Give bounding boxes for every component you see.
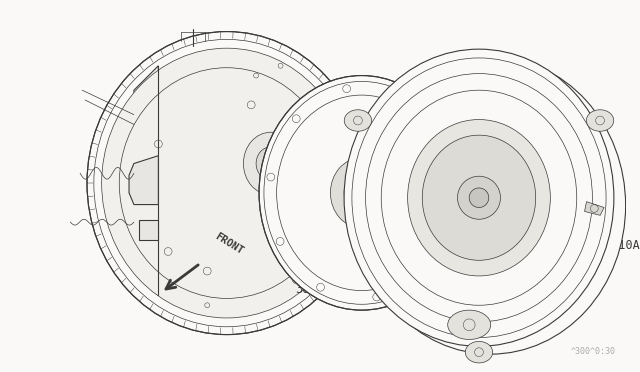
Text: ^300^0:30: ^300^0:30: [571, 347, 616, 356]
Text: FRONT: FRONT: [213, 231, 245, 256]
Polygon shape: [139, 220, 158, 240]
Polygon shape: [584, 202, 604, 215]
Text: 30210: 30210: [451, 84, 487, 97]
Ellipse shape: [422, 135, 536, 260]
Ellipse shape: [586, 110, 614, 131]
Ellipse shape: [87, 32, 367, 334]
Ellipse shape: [330, 158, 393, 228]
Ellipse shape: [344, 49, 614, 346]
Ellipse shape: [469, 188, 489, 208]
Ellipse shape: [243, 132, 298, 195]
Ellipse shape: [344, 173, 380, 212]
Ellipse shape: [102, 48, 352, 318]
Ellipse shape: [259, 76, 465, 310]
Text: 30210A: 30210A: [597, 239, 640, 252]
Ellipse shape: [354, 184, 369, 202]
Ellipse shape: [465, 341, 493, 363]
Polygon shape: [129, 156, 158, 205]
Polygon shape: [134, 66, 158, 295]
Ellipse shape: [344, 110, 372, 131]
Ellipse shape: [448, 310, 491, 340]
Ellipse shape: [356, 57, 626, 354]
Text: 30100: 30100: [295, 283, 331, 296]
Ellipse shape: [408, 119, 550, 276]
Ellipse shape: [458, 176, 500, 219]
Ellipse shape: [256, 147, 285, 180]
